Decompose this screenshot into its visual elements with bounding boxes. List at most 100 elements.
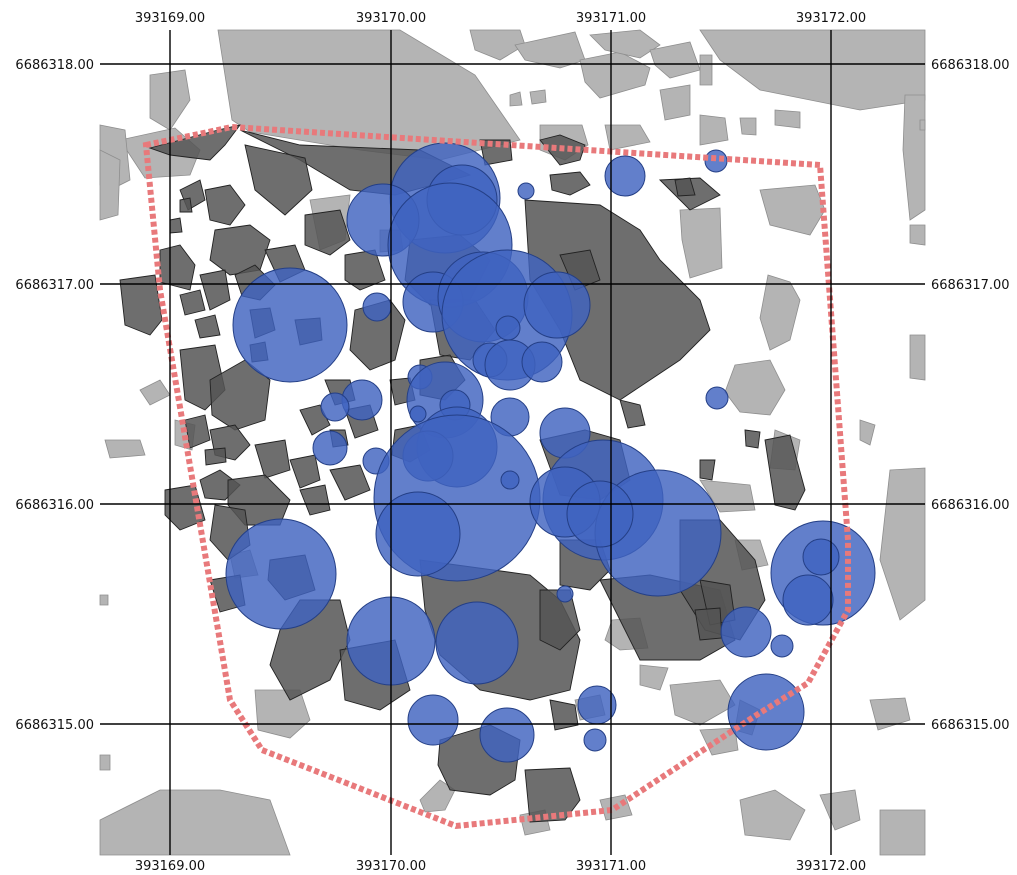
light-stone	[699, 54, 713, 86]
light-stone	[699, 114, 729, 146]
light-stone	[669, 679, 736, 726]
y-label-right-1: 6686318.00	[931, 58, 1010, 73]
dark-stone	[204, 184, 246, 226]
dark-stone	[119, 274, 163, 336]
light-stone	[909, 224, 926, 246]
dark-stone	[199, 269, 231, 311]
measure-circle	[312, 430, 348, 466]
light-stone	[739, 117, 757, 136]
light-stone	[419, 779, 456, 813]
measure-circle	[583, 728, 607, 752]
measure-circle	[232, 267, 348, 383]
light-stone	[99, 789, 291, 856]
measure-circle	[604, 155, 646, 197]
measure-circle	[407, 694, 459, 746]
light-stone	[469, 29, 526, 61]
light-stone	[879, 809, 926, 856]
measure-circle	[479, 707, 535, 763]
measure-circle	[500, 470, 520, 490]
measure-circle	[566, 480, 634, 548]
y-label-left-3: 6686316.00	[15, 498, 94, 513]
measure-circle	[720, 606, 772, 658]
dark-stone	[289, 454, 321, 489]
measure-circle	[435, 601, 519, 685]
light-stone	[869, 697, 911, 731]
measure-circle	[362, 292, 392, 322]
dark-stone	[159, 244, 196, 291]
light-stone	[649, 41, 701, 79]
x-label-top-4: 393172.00	[796, 11, 866, 26]
dark-stone	[699, 459, 716, 481]
dark-stone	[329, 464, 371, 501]
light-stone	[759, 274, 801, 351]
light-stone	[659, 84, 691, 121]
light-stone	[879, 467, 926, 621]
dark-stone	[164, 484, 206, 531]
dark-stone	[549, 699, 579, 731]
dark-stone	[169, 217, 183, 234]
light-stone	[919, 119, 926, 131]
dark-stone	[179, 197, 193, 213]
y-label-right-2: 6686317.00	[931, 278, 1010, 293]
site-boundary	[142, 123, 851, 830]
measure-circle	[375, 491, 461, 577]
dark-stone	[179, 289, 206, 316]
light-stone	[859, 419, 876, 446]
x-label-top-3: 393171.00	[576, 11, 646, 26]
dark-stone	[694, 607, 723, 641]
dark-stone	[524, 767, 581, 823]
light-stone	[589, 29, 661, 59]
y-label-left-2: 6686317.00	[15, 278, 94, 293]
x-label-bottom-2: 393170.00	[356, 859, 426, 874]
light-stone	[99, 149, 121, 221]
light-stone	[529, 89, 547, 105]
measure-circle	[523, 271, 591, 339]
x-label-top-2: 393170.00	[356, 11, 426, 26]
light-stone	[739, 789, 806, 841]
measure-circle	[802, 538, 840, 576]
dark-stone	[619, 399, 646, 429]
measure-circle	[556, 585, 574, 603]
dark-stone	[254, 439, 291, 479]
light-stone	[774, 109, 801, 129]
coordinate-grid	[100, 30, 925, 855]
light-stone	[909, 334, 926, 381]
light-stone	[509, 91, 523, 107]
measure-circle	[495, 315, 521, 341]
measure-circle	[782, 574, 834, 626]
x-label-bottom-4: 393172.00	[796, 859, 866, 874]
y-label-left-4: 6686315.00	[15, 718, 94, 733]
light-stone	[99, 594, 109, 606]
light-stone	[699, 29, 926, 111]
dark-stone	[244, 144, 313, 216]
dark-stone	[304, 209, 351, 256]
measure-circle	[705, 386, 729, 410]
measure-circle	[517, 182, 535, 200]
light-stone	[639, 664, 669, 691]
boundary-layer	[142, 123, 851, 830]
dark-stone	[299, 484, 331, 516]
y-label-left-1: 6686318.00	[15, 58, 94, 73]
y-label-right-4: 6686315.00	[931, 718, 1010, 733]
measure-circle	[320, 392, 350, 422]
light-stone	[99, 754, 111, 771]
light-stone	[604, 124, 651, 151]
measure-circle	[521, 341, 563, 383]
light-stone	[902, 94, 926, 221]
dark-stone	[744, 429, 761, 449]
dark-stone	[204, 447, 227, 466]
measure-circle	[409, 405, 427, 423]
light-stone	[104, 439, 146, 459]
light-stone	[679, 207, 723, 279]
light-stone	[759, 184, 826, 236]
grid-labels: 393169.00 393170.00 393171.00 393172.00 …	[15, 11, 1009, 874]
measure-circle	[341, 379, 383, 421]
dark-stone	[549, 171, 591, 196]
x-label-bottom-3: 393171.00	[576, 859, 646, 874]
y-label-right-3: 6686316.00	[931, 498, 1010, 513]
light-stone	[819, 789, 861, 831]
dark-stone	[674, 177, 696, 197]
x-label-top-1: 393169.00	[135, 11, 205, 26]
dark-stone	[764, 434, 806, 511]
